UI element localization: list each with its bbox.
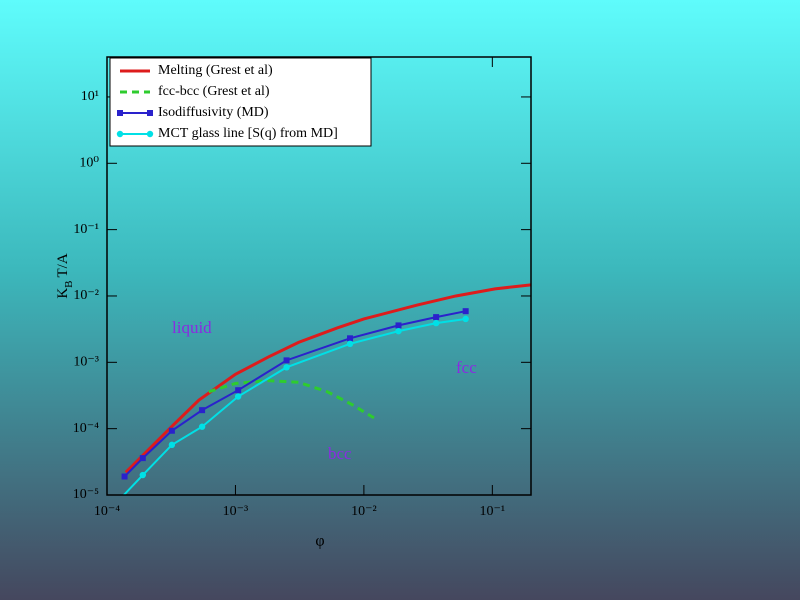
y-tick-label: 10⁰ [79,156,99,171]
legend-label: Melting (Grest et al) [158,63,273,78]
legend-marker [117,110,123,116]
legend-label: fcc-bcc (Grest et al) [158,84,270,99]
legend-marker [116,130,124,138]
y-tick-label: 10⁻⁵ [73,487,99,502]
x-axis-label: φ [315,533,324,550]
plot-frame [106,56,532,496]
marker [347,335,354,342]
x-tick-label: 10⁻¹ [480,504,506,519]
x-tick-label: 10⁻⁴ [94,504,120,519]
marker [235,387,242,394]
x-tick-label: 10⁻² [351,504,377,519]
plot-area [121,283,531,495]
marker [395,322,402,329]
series-line [208,379,378,421]
marker [168,427,175,434]
y-axis-label: KB T/A [55,253,74,299]
series-line [122,317,466,495]
series-line [124,283,531,474]
y-label-part: K [55,288,71,299]
marker [234,393,242,400]
annotation: bcc [328,444,352,463]
marker [168,441,176,449]
y-label-part: T/A [55,253,71,277]
y-label-sub: B [63,280,75,287]
marker [199,407,206,414]
x-tick-label: 10⁻³ [223,504,249,519]
marker [198,423,206,430]
legend-marker [147,110,153,116]
annotation: fcc [456,358,477,377]
legend-label: Isodiffusivity (MD) [158,105,269,120]
legend-box [109,57,372,147]
legend-marker [146,130,154,138]
marker [432,319,440,327]
marker [346,340,354,348]
marker [139,455,146,462]
marker [462,315,469,323]
marker [283,357,290,364]
y-tick-label: 10⁻⁴ [73,421,99,436]
marker [121,473,128,480]
y-tick-label: 10⁻¹ [73,222,99,237]
y-tick-label: 10¹ [81,89,99,104]
marker [283,364,290,371]
marker [395,327,402,335]
marker [462,308,469,315]
marker [139,471,147,479]
legend-label: MCT glass line [S(q) from MD] [158,126,338,141]
marker [433,314,440,321]
y-tick-label: 10⁻² [73,288,99,303]
annotation: liquid [172,318,212,337]
series-line [123,310,466,478]
y-tick-label: 10⁻³ [73,355,99,370]
